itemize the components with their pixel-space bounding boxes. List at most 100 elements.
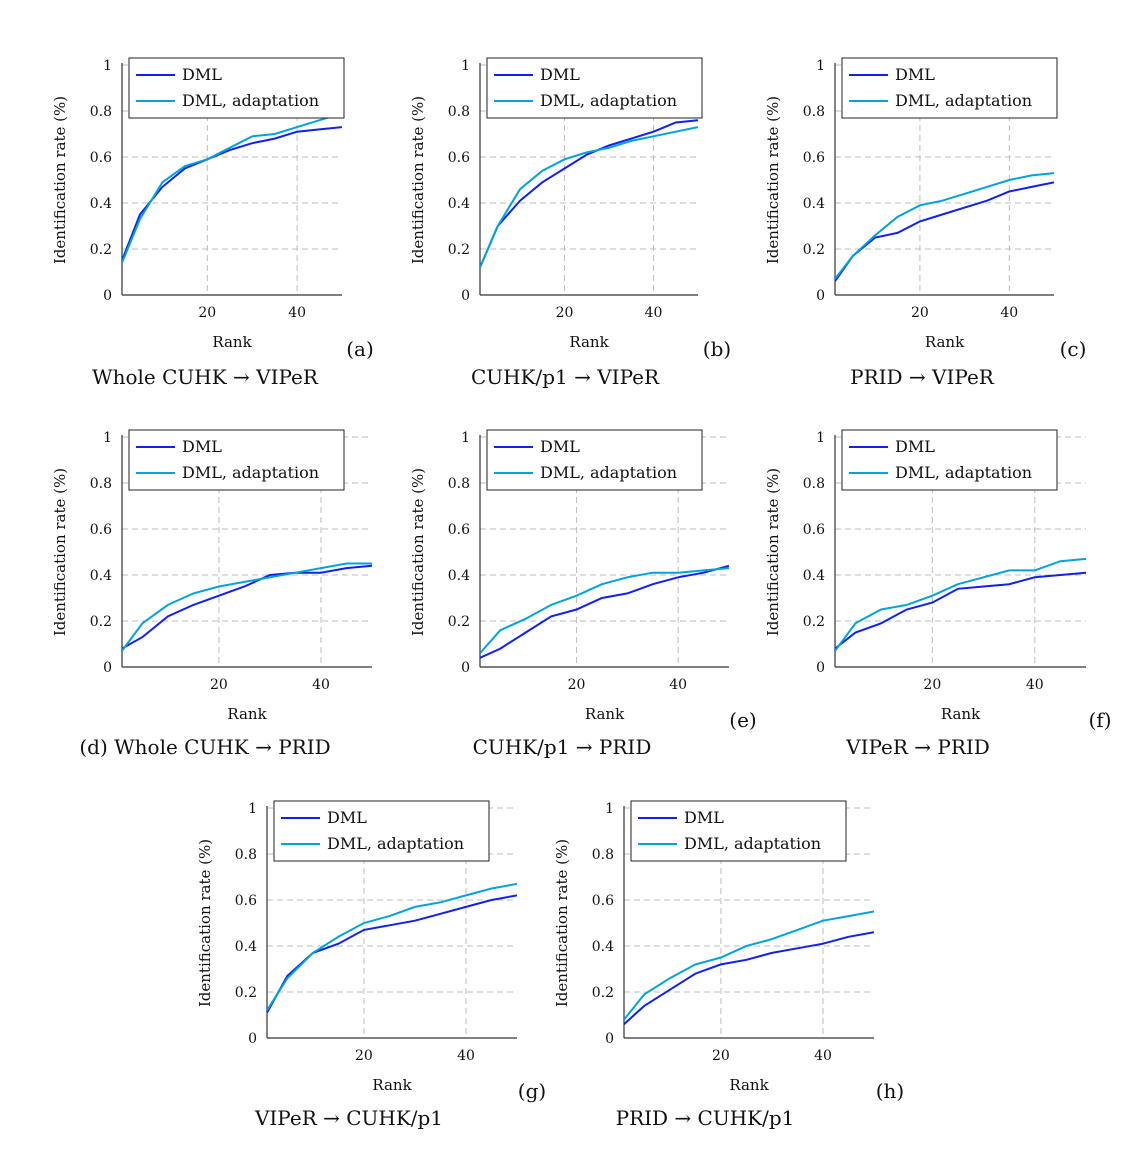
y-tick-label: 0.2	[803, 614, 825, 630]
legend-box	[273, 800, 490, 862]
x-tick-label: 40	[814, 1048, 832, 1064]
subplot-e: 0 0.2 0.4 0.6 0.8 1 20 40 Rank Identification rat…	[409, 429, 757, 759]
x-tick-label: 20	[556, 305, 574, 321]
y-tick-label: 0	[103, 288, 112, 304]
x-tick-label: 40	[457, 1048, 475, 1064]
series-line-dml	[835, 181, 1054, 282]
x-tick-label: 20	[210, 677, 228, 693]
subplot-caption: VIPeR → CUHK/p1	[254, 1106, 443, 1130]
legend-entry: DML	[895, 437, 935, 456]
series-line-dml	[835, 571, 1086, 650]
y-axis-label: Identification rate (%)	[409, 468, 427, 636]
legend: DML DML, adaptation	[273, 800, 490, 862]
legend-box	[630, 800, 847, 862]
x-axis-label: Rank	[925, 333, 965, 351]
legend-entry: DML	[540, 437, 580, 456]
subplot-tag: (f)	[1088, 708, 1111, 732]
x-axis-label: Rank	[585, 705, 625, 723]
legend-box	[841, 429, 1058, 491]
x-tick-label: 20	[568, 677, 586, 693]
y-tick-label: 0.8	[592, 847, 614, 863]
y-tick-label: 0	[605, 1031, 614, 1047]
legend-entry: DML, adaptation	[540, 91, 677, 110]
y-tick-label: 0.8	[448, 476, 470, 492]
legend-box	[486, 57, 703, 119]
y-tick-label: 0	[248, 1031, 257, 1047]
y-tick-label: 0.4	[448, 196, 470, 212]
y-tick-label: 0.6	[803, 522, 825, 538]
series-line-dml	[624, 931, 874, 1025]
x-tick-label: 40	[1026, 677, 1044, 693]
x-axis-label: Rank	[212, 333, 252, 351]
series-line-dml-adaptation	[624, 910, 874, 1021]
legend-entry: DML, adaptation	[182, 463, 319, 482]
series-line-dml-adaptation	[835, 557, 1086, 652]
y-tick-label: 1	[103, 430, 112, 446]
subplot-tag: (e)	[729, 708, 756, 732]
subplot-tag: (h)	[876, 1079, 905, 1103]
x-axis-label: Rank	[372, 1076, 412, 1094]
subplot-tag: (g)	[518, 1079, 546, 1103]
subplot-tag: (b)	[703, 337, 731, 361]
x-axis-label: Rank	[729, 1076, 769, 1094]
y-tick-label: 0.8	[90, 476, 112, 492]
y-axis-label: Identification rate (%)	[51, 468, 69, 636]
y-tick-label: 0.2	[448, 614, 470, 630]
legend-entry: DML	[684, 808, 724, 827]
subplot-caption: VIPeR → PRID	[845, 735, 990, 759]
x-axis-label: Rank	[227, 705, 267, 723]
subplot-caption: PRID → VIPeR	[850, 365, 995, 389]
x-tick-label: 40	[1000, 305, 1018, 321]
x-tick-label: 20	[923, 677, 941, 693]
x-tick-label: 40	[288, 305, 306, 321]
legend-entry: DML	[327, 808, 367, 827]
y-tick-label: 0.6	[592, 893, 614, 909]
y-tick-label: 1	[816, 430, 825, 446]
x-tick-label: 20	[355, 1048, 373, 1064]
legend-entry: DML	[895, 65, 935, 84]
legend-entry: DML, adaptation	[540, 463, 677, 482]
series-line-dml-adaptation	[122, 562, 372, 652]
y-tick-label: 0.6	[90, 522, 112, 538]
y-tick-label: 0.4	[803, 196, 825, 212]
x-tick-label: 40	[312, 677, 330, 693]
subplot-caption: CUHK/p1 → VIPeR	[471, 365, 660, 389]
y-tick-label: 1	[816, 58, 825, 74]
legend: DML DML, adaptation	[128, 429, 345, 491]
y-tick-label: 0.6	[90, 150, 112, 166]
legend-entry: DML, adaptation	[895, 91, 1032, 110]
series-line-dml	[480, 564, 729, 659]
y-tick-label: 0.2	[90, 242, 112, 258]
x-axis-label: Rank	[941, 705, 981, 723]
series-line-dml-adaptation	[480, 567, 729, 654]
subplot-caption: CUHK/p1 → PRID	[473, 735, 652, 759]
y-axis-label: Identification rate (%)	[196, 839, 214, 1007]
subplot-caption: Whole CUHK → VIPeR	[92, 365, 319, 389]
legend-entry: DML	[182, 437, 222, 456]
y-tick-label: 0	[461, 660, 470, 676]
y-tick-label: 0.8	[235, 847, 257, 863]
series-line-dml-adaptation	[835, 172, 1054, 280]
legend: DML DML, adaptation	[128, 57, 345, 119]
y-tick-label: 0.2	[235, 985, 257, 1001]
subplot-tag: (c)	[1060, 337, 1087, 361]
subplot-d: 0 0.2 0.4 0.6 0.8 1 20 40 Rank Identification rat…	[51, 429, 372, 759]
y-tick-label: 1	[461, 430, 470, 446]
subplot-b: 0 0.2 0.4 0.6 0.8 1 20 40 Rank Identification rat…	[409, 57, 731, 389]
y-axis-label: Identification rate (%)	[764, 468, 782, 636]
y-tick-label: 0.8	[803, 476, 825, 492]
y-tick-label: 1	[605, 801, 614, 817]
y-axis-label: Identification rate (%)	[409, 96, 427, 264]
legend-entry: DML, adaptation	[182, 91, 319, 110]
series-line-dml	[267, 894, 517, 1014]
x-tick-label: 20	[712, 1048, 730, 1064]
legend-entry: DML	[182, 65, 222, 84]
y-tick-label: 1	[103, 58, 112, 74]
subplot-caption: PRID → CUHK/p1	[616, 1106, 795, 1130]
y-tick-label: 0	[103, 660, 112, 676]
y-tick-label: 0.4	[803, 568, 825, 584]
x-tick-label: 40	[669, 677, 687, 693]
legend-box	[128, 57, 345, 119]
y-tick-label: 0	[461, 288, 470, 304]
